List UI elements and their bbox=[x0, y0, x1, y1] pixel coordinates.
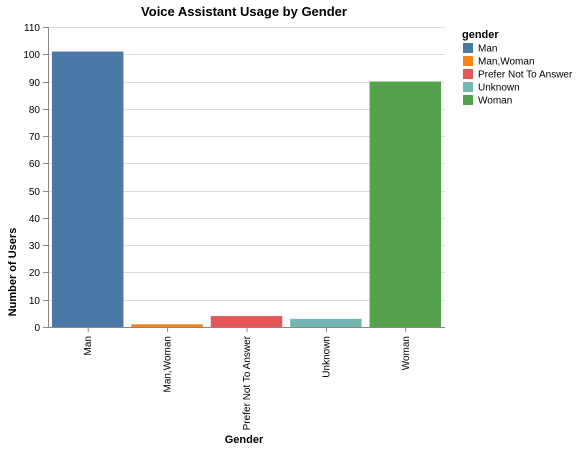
y-tick-label: 0 bbox=[34, 323, 40, 334]
y-tick-label: 40 bbox=[29, 214, 41, 225]
y-tick-label: 90 bbox=[29, 78, 41, 89]
legend-swatch bbox=[463, 56, 473, 66]
bar-man bbox=[51, 51, 124, 327]
x-tick-label: Man,Woman bbox=[163, 336, 174, 393]
x-tick-label: Woman bbox=[401, 336, 412, 370]
legend-swatch bbox=[463, 69, 473, 79]
y-tick-label: 60 bbox=[29, 159, 41, 170]
x-axis-title: Gender bbox=[225, 434, 264, 446]
legend-swatch bbox=[463, 43, 473, 53]
y-tick-label: 20 bbox=[29, 268, 41, 279]
y-tick-label: 70 bbox=[29, 132, 41, 143]
y-tick-label: 50 bbox=[29, 187, 41, 198]
legend-label: Unknown bbox=[478, 83, 520, 94]
legend-title: gender bbox=[462, 29, 499, 41]
y-tick-label: 110 bbox=[24, 23, 40, 34]
legend-label: Prefer Not To Answer bbox=[478, 70, 573, 81]
legend-label: Man,Woman bbox=[478, 57, 535, 68]
bar-unknown bbox=[290, 318, 362, 327]
legend-label: Man bbox=[478, 44, 497, 55]
legend-swatch bbox=[463, 95, 473, 105]
axes: 0 10 20 30 40 50 60 70 80 90 100 110 Man Man,Woman Pre… bbox=[23, 23, 445, 430]
bars bbox=[51, 51, 442, 327]
legend-label: Woman bbox=[478, 96, 512, 107]
bar-woman bbox=[369, 81, 442, 327]
y-tick-label: 80 bbox=[29, 105, 41, 116]
chart-title: Voice Assistant Usage by Gender bbox=[141, 4, 347, 19]
bar-man-woman bbox=[131, 324, 203, 327]
x-tick-label: Prefer Not To Answer bbox=[242, 335, 253, 430]
legend-swatch bbox=[463, 82, 473, 92]
y-tick-label: 10 bbox=[29, 296, 41, 307]
x-tick-label: Unknown bbox=[321, 336, 332, 378]
x-tick-label: Man bbox=[83, 336, 94, 355]
legend: gender Man Man,Woman Prefer Not To Answer U… bbox=[462, 29, 573, 107]
y-tick-label: 100 bbox=[23, 50, 40, 61]
y-tick-label: 30 bbox=[29, 241, 41, 252]
bar-prefer-not-to-answer bbox=[210, 316, 283, 327]
y-axis-title: Number of Users bbox=[7, 228, 19, 317]
